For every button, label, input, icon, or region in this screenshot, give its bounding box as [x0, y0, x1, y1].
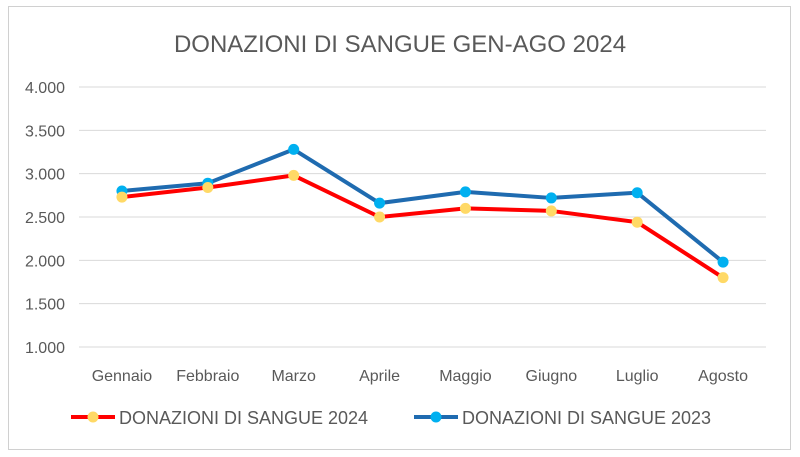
series-group	[116, 143, 729, 284]
chart-title: DONAZIONI DI SANGUE GEN-AGO 2024	[174, 31, 626, 58]
x-tick-label: Agosto	[698, 368, 748, 385]
legend: DONAZIONI DI SANGUE 2024 DONAZIONI DI SAN…	[71, 408, 711, 428]
x-tick-label: Maggio	[439, 368, 492, 385]
series-line	[119, 173, 726, 280]
legend-marker	[87, 411, 99, 423]
x-tick-label: Luglio	[616, 368, 659, 385]
data-point	[288, 169, 300, 181]
series-2023	[116, 143, 729, 268]
x-axis: Gennaio Febbraio Marzo Aprile Maggio Giugno Lu…	[92, 368, 748, 385]
data-point	[631, 187, 643, 199]
data-point	[459, 186, 471, 198]
data-point	[374, 197, 386, 209]
data-point	[116, 191, 128, 203]
x-tick-label: Febbraio	[176, 368, 239, 385]
legend-item: DONAZIONI DI SANGUE 2024	[71, 408, 368, 428]
data-point	[288, 143, 300, 155]
data-point	[374, 211, 386, 223]
data-point	[545, 192, 557, 204]
data-point	[717, 272, 729, 284]
y-axis: 1.000 1.500 2.000 2.500 3.000 3.500 4.000	[25, 80, 65, 357]
data-point	[631, 216, 643, 228]
y-tick-label: 2.000	[25, 253, 65, 270]
y-tick-label: 2.500	[25, 210, 65, 227]
legend-item: DONAZIONI DI SANGUE 2023	[414, 408, 711, 428]
series-line	[119, 147, 726, 265]
data-point	[459, 202, 471, 214]
legend-label: DONAZIONI DI SANGUE 2023	[462, 408, 711, 428]
legend-label: DONAZIONI DI SANGUE 2024	[119, 408, 368, 428]
x-tick-label: Giugno	[526, 368, 578, 385]
data-point	[545, 205, 557, 217]
series-2024	[116, 169, 729, 284]
chart-frame: DONAZIONI DI SANGUE GEN-AGO 2024 1.000 1.…	[8, 6, 791, 450]
y-tick-label: 1.500	[25, 297, 65, 314]
data-point	[717, 256, 729, 268]
y-tick-label: 4.000	[25, 80, 65, 97]
x-tick-label: Marzo	[271, 368, 316, 385]
y-tick-label: 1.000	[25, 340, 65, 357]
x-tick-label: Aprile	[359, 368, 400, 385]
y-tick-label: 3.500	[25, 123, 65, 140]
x-tick-label: Gennaio	[92, 368, 153, 385]
y-tick-label: 3.000	[25, 167, 65, 184]
gridlines	[79, 86, 766, 348]
legend-marker	[430, 411, 442, 423]
line-chart: DONAZIONI DI SANGUE GEN-AGO 2024 1.0001.…	[25, 31, 766, 428]
data-point	[202, 182, 214, 194]
